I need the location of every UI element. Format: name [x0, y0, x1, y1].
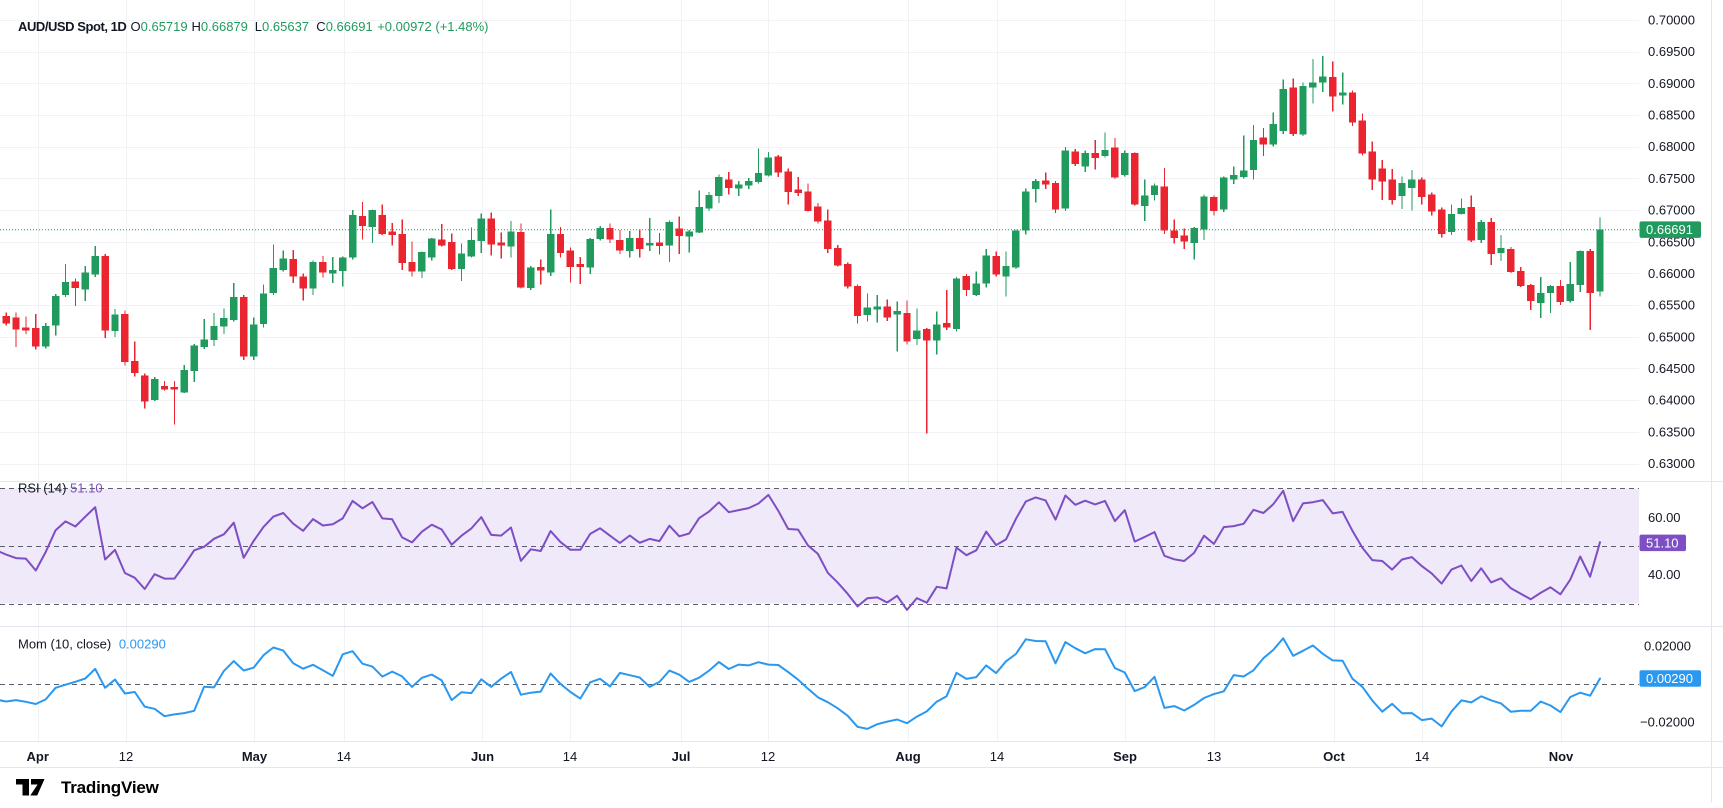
- svg-text:0.02000: 0.02000: [1644, 639, 1691, 654]
- svg-text:C0.66691: C0.66691: [316, 19, 372, 34]
- svg-text:0.66500: 0.66500: [1648, 234, 1695, 249]
- svg-text:0.69500: 0.69500: [1648, 44, 1695, 59]
- svg-text:13: 13: [1207, 749, 1221, 764]
- svg-text:0.67000: 0.67000: [1648, 203, 1695, 218]
- svg-text:Oct: Oct: [1323, 749, 1345, 764]
- svg-text:0.66000: 0.66000: [1648, 266, 1695, 281]
- svg-text:0.65000: 0.65000: [1648, 329, 1695, 344]
- svg-text:0.00290: 0.00290: [1646, 671, 1693, 686]
- svg-text:May: May: [242, 749, 268, 764]
- svg-text:14: 14: [563, 749, 577, 764]
- svg-text:TradingView: TradingView: [61, 778, 160, 797]
- svg-text:14: 14: [337, 749, 351, 764]
- svg-text:+0.00972 (+1.48%): +0.00972 (+1.48%): [377, 19, 488, 34]
- svg-text:Nov: Nov: [1549, 749, 1574, 764]
- svg-text:0.70000: 0.70000: [1648, 13, 1695, 28]
- svg-text:0.66691: 0.66691: [1646, 222, 1693, 237]
- svg-text:H0.66879: H0.66879: [192, 19, 248, 34]
- svg-text:L0.65637: L0.65637: [255, 19, 309, 34]
- svg-text:14: 14: [990, 749, 1004, 764]
- svg-text:Sep: Sep: [1113, 749, 1137, 764]
- svg-text:60.00: 60.00: [1648, 510, 1681, 525]
- svg-text:0.64500: 0.64500: [1648, 361, 1695, 376]
- svg-text:AUD/USD Spot, 1D: AUD/USD Spot, 1D: [18, 19, 126, 34]
- svg-text:Jun: Jun: [471, 749, 494, 764]
- svg-text:0.68500: 0.68500: [1648, 108, 1695, 123]
- svg-text:Jul: Jul: [672, 749, 691, 764]
- svg-text:0.67500: 0.67500: [1648, 171, 1695, 186]
- svg-text:0.69000: 0.69000: [1648, 76, 1695, 91]
- svg-text:0.63500: 0.63500: [1648, 424, 1695, 439]
- svg-text:RSI (14) 51.10: RSI (14) 51.10: [18, 481, 103, 496]
- svg-text:40.00: 40.00: [1648, 567, 1681, 582]
- svg-text:−0.02000: −0.02000: [1640, 715, 1695, 730]
- svg-text:Aug: Aug: [895, 749, 920, 764]
- svg-text:O0.65719: O0.65719: [131, 19, 188, 34]
- svg-text:12: 12: [119, 749, 133, 764]
- svg-text:0.63000: 0.63000: [1648, 456, 1695, 471]
- svg-text:0.68000: 0.68000: [1648, 139, 1695, 154]
- svg-text:0.65500: 0.65500: [1648, 298, 1695, 313]
- svg-text:51.10: 51.10: [1646, 535, 1679, 550]
- svg-text:Mom (10, close) 0.00290: Mom (10, close) 0.00290: [18, 637, 166, 652]
- svg-text:0.64000: 0.64000: [1648, 393, 1695, 408]
- svg-text:Apr: Apr: [27, 749, 49, 764]
- svg-text:14: 14: [1415, 749, 1429, 764]
- svg-text:12: 12: [761, 749, 775, 764]
